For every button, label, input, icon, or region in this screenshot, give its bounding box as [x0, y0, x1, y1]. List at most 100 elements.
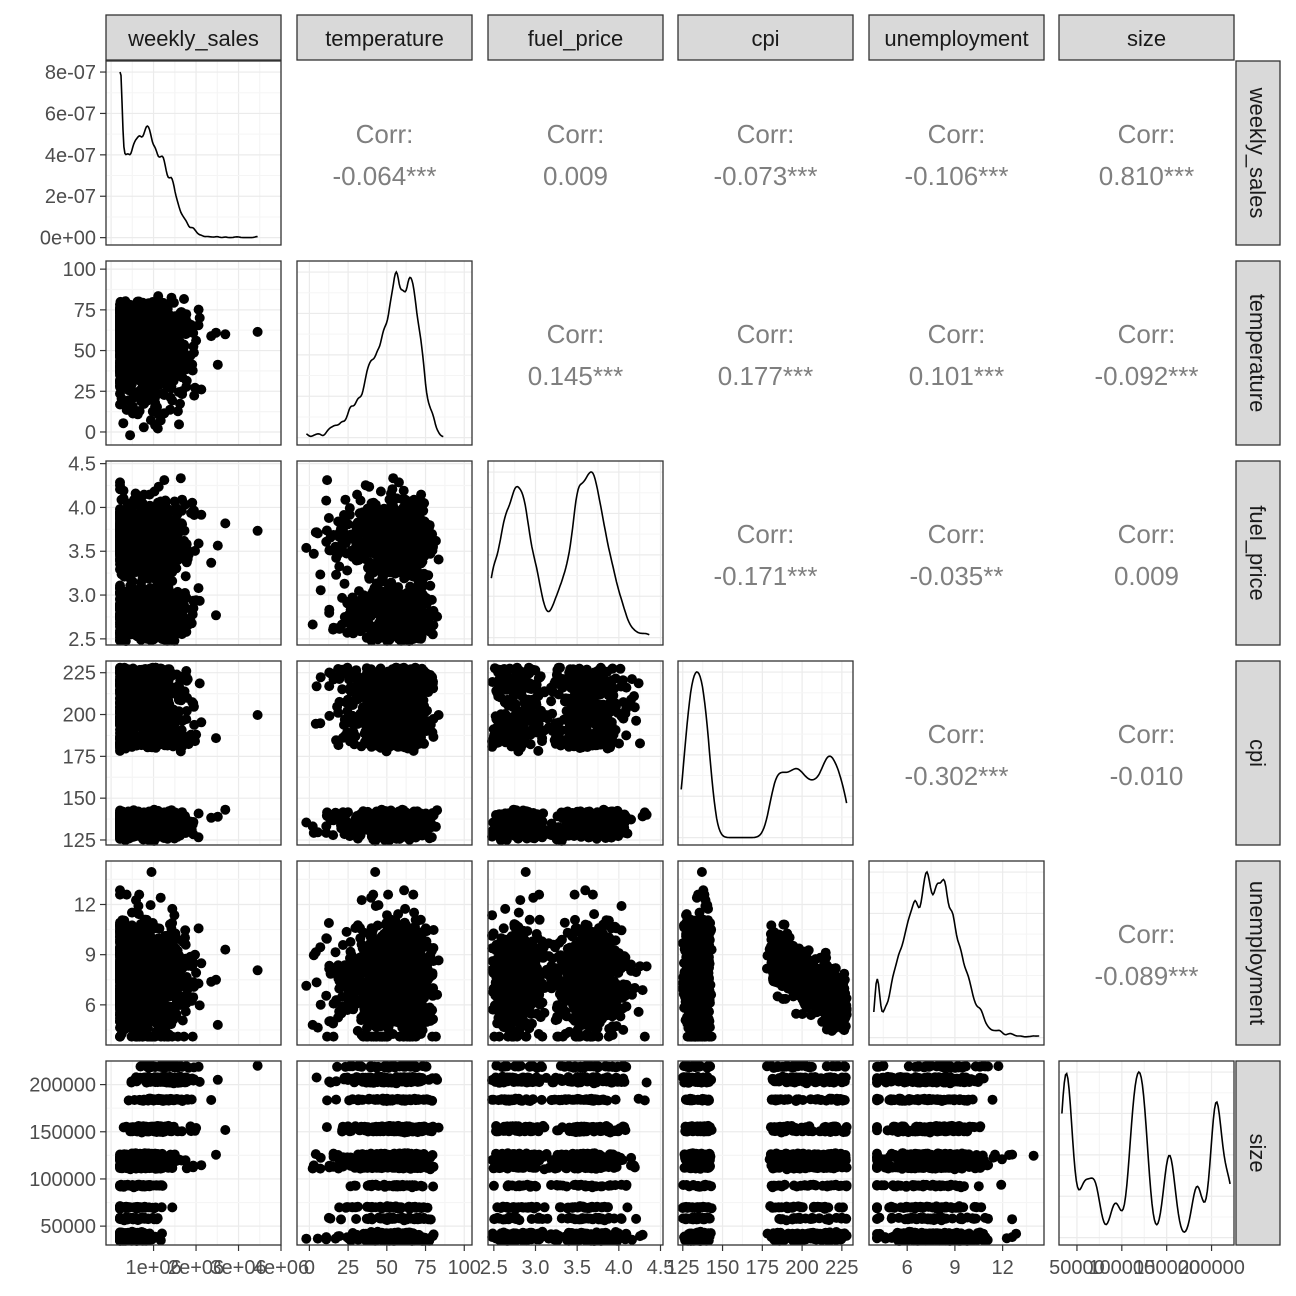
data-point [433, 554, 444, 565]
data-point [125, 430, 136, 441]
data-point [420, 519, 431, 530]
data-point [252, 326, 263, 337]
data-point [339, 578, 350, 589]
data-point [427, 629, 438, 640]
data-point [193, 304, 204, 315]
data-point [416, 489, 427, 500]
data-point [211, 610, 221, 621]
data-point [152, 819, 163, 830]
data-point [220, 329, 231, 340]
data-point [175, 473, 186, 484]
data-point [352, 489, 363, 500]
data-point [166, 292, 177, 303]
data-point [328, 622, 339, 633]
data-point [181, 592, 192, 603]
data-point [344, 503, 355, 514]
data-point [389, 631, 400, 642]
data-point [127, 401, 138, 412]
data-point [365, 528, 376, 539]
data-point [364, 481, 375, 492]
data-point [311, 681, 322, 692]
data-point [301, 542, 312, 553]
data-point [206, 557, 217, 568]
data-point [134, 664, 145, 675]
corr-label: Corr: [1118, 319, 1176, 349]
data-point [188, 603, 199, 614]
data-point [174, 419, 184, 430]
data-point [141, 825, 152, 836]
data-point [115, 635, 125, 646]
data-point [150, 401, 161, 412]
data-point [148, 734, 159, 744]
data-point [153, 364, 164, 375]
data-point [159, 510, 170, 521]
data-point [119, 620, 129, 631]
data-point [396, 567, 407, 577]
panel-temperature-cpi: Corr:0.177*** [718, 319, 813, 391]
corr-value: 0.009 [543, 161, 608, 191]
panel-temperature-size: Corr:-0.092*** [1094, 319, 1198, 391]
pairs-plot-panels: Corr:-0.064***Corr:0.009Corr:-0.073***Co… [105, 60, 1235, 1246]
scatter-points-temperature-vs-weekly_sales [115, 291, 263, 441]
data-point [385, 604, 396, 615]
data-point [321, 495, 332, 506]
panel-temperature-unemployment: Corr:0.101*** [909, 319, 1004, 391]
data-point [315, 672, 326, 683]
corr-value: 0.009 [1114, 561, 1179, 591]
panel-fuel_price-temperature [296, 460, 473, 646]
data-point [178, 611, 189, 622]
data-point [116, 393, 127, 404]
data-point [150, 319, 161, 330]
data-point [177, 671, 188, 682]
data-point [418, 545, 429, 556]
data-point [376, 613, 387, 624]
data-point [220, 804, 231, 815]
data-point [366, 635, 377, 646]
data-point [165, 404, 176, 415]
data-point [414, 593, 425, 604]
corr-label: Corr: [928, 519, 986, 549]
data-point [151, 297, 162, 308]
corr-value: 0.177*** [718, 361, 813, 391]
panel-cpi-temperature [296, 660, 473, 846]
data-point [375, 486, 386, 497]
data-point [252, 525, 263, 536]
data-point [182, 553, 193, 564]
data-point [132, 605, 143, 616]
data-point [354, 595, 365, 606]
data-point [387, 589, 398, 600]
data-point [193, 808, 204, 819]
data-point [158, 498, 169, 509]
data-point [252, 710, 263, 720]
data-point [138, 422, 149, 433]
data-point [176, 695, 187, 706]
data-point [180, 811, 190, 821]
data-point [190, 545, 200, 556]
data-point [132, 714, 143, 724]
data-point [117, 556, 128, 567]
data-point [413, 608, 424, 619]
data-point [377, 565, 388, 576]
data-point [166, 817, 177, 828]
corr-value: -0.073*** [713, 161, 817, 191]
data-point [123, 385, 134, 396]
data-point [331, 552, 342, 563]
data-point [194, 312, 205, 323]
data-point [129, 593, 140, 604]
data-point [148, 530, 159, 541]
data-point [169, 496, 180, 507]
data-point [149, 804, 160, 815]
panel-fuel_price-size: Corr:0.009 [1114, 519, 1179, 591]
data-point [158, 541, 169, 551]
data-point [123, 667, 134, 678]
data-point [352, 517, 363, 528]
data-point [186, 729, 197, 740]
data-point [120, 507, 131, 518]
data-point [118, 493, 129, 504]
panel-fuel_price-weekly_sales [105, 460, 282, 646]
data-point [391, 517, 402, 528]
data-point [176, 725, 187, 735]
data-point [181, 714, 192, 725]
data-point [412, 621, 423, 632]
